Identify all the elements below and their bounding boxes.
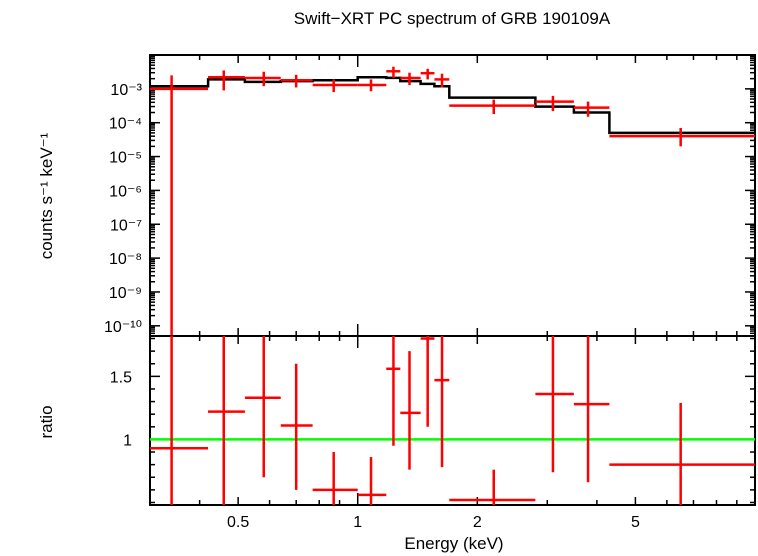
spectrum-panel: 10⁻³ 10⁻⁴ 10⁻⁵ 10⁻⁶ 10⁻⁷ 10⁻⁸ 10⁻⁹ 10⁻¹⁰	[104, 54, 756, 337]
chart-title: Swift−XRT PC spectrum of GRB 190109A	[294, 9, 611, 28]
y-tick-label: 10⁻⁷	[110, 217, 142, 234]
ratio-point	[357, 457, 387, 505]
data-point	[420, 68, 435, 80]
data-point	[150, 75, 209, 336]
y-tick-label: 1	[123, 432, 132, 449]
ratio-point	[609, 402, 755, 505]
data-point	[357, 79, 387, 92]
data-point	[244, 71, 281, 87]
bottom-y-axis-label: ratio	[37, 405, 56, 438]
x-tick-label: 0.5	[227, 514, 249, 531]
data-point	[280, 74, 313, 88]
y-tick-label: 10⁻⁹	[109, 285, 142, 302]
ratio-point	[535, 336, 574, 473]
x-tick-label: 2	[473, 514, 482, 531]
x-tick-label: 5	[631, 514, 640, 531]
y-tick-label: 10⁻⁴	[109, 116, 142, 133]
y-tick-label: 10⁻⁸	[109, 251, 142, 268]
ratio-point	[150, 336, 209, 505]
y-tick-label: 10⁻⁵	[109, 150, 142, 167]
y-tick-label: 10⁻¹⁰	[104, 319, 142, 336]
y-tick-label: 10⁻⁶	[109, 183, 142, 200]
data-point	[535, 95, 574, 112]
ratio-point	[244, 336, 281, 478]
ratio-point	[449, 469, 536, 505]
ratio-point	[400, 351, 421, 470]
ratio-point	[434, 336, 450, 468]
ratio-point	[386, 336, 401, 446]
ratio-panel: 1 1.5 0.5 1 2 5	[110, 335, 756, 531]
data-point	[312, 79, 358, 93]
y-tick-label: 1.5	[110, 369, 132, 386]
top-y-axis-label: counts s⁻¹ keV⁻¹	[37, 132, 56, 259]
data-point	[609, 127, 755, 147]
data-point	[386, 66, 401, 78]
ratio-point	[420, 336, 435, 427]
x-axis-label: Energy (keV)	[404, 534, 503, 553]
ratio-panel-frame	[149, 335, 756, 506]
ratio-point	[208, 336, 245, 505]
data-point	[573, 101, 610, 117]
y-tick-label: 10⁻³	[110, 82, 142, 99]
data-point	[400, 72, 421, 85]
data-point	[449, 99, 536, 115]
data-point	[208, 70, 245, 91]
x-tick-label: 1	[353, 514, 362, 531]
data-point	[434, 73, 450, 88]
ratio-point	[573, 336, 610, 483]
ratio-point	[312, 452, 358, 505]
ratio-point	[280, 363, 313, 490]
